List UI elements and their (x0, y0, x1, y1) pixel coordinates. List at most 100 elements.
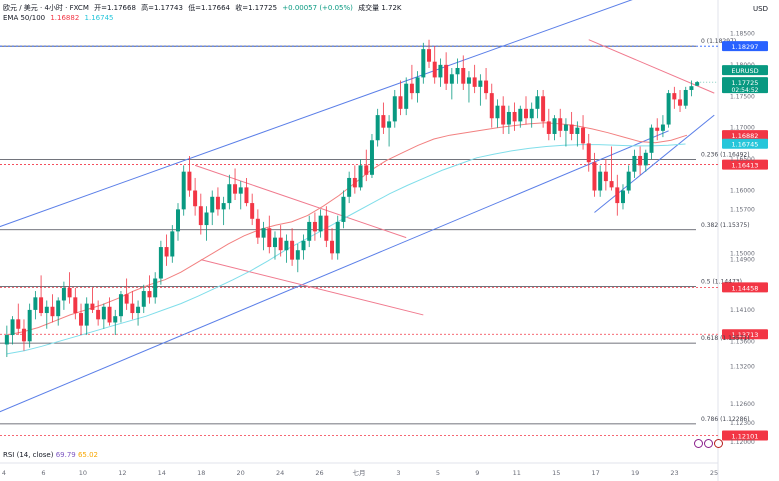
price-badge (722, 65, 768, 76)
resistance-trendline (588, 39, 715, 94)
candle-body (33, 297, 38, 310)
candle (318, 209, 323, 238)
candle-body (295, 250, 300, 260)
price-tick-label: 1.12000 (730, 439, 755, 446)
candle-body (312, 221, 317, 232)
price-badge (722, 329, 768, 340)
countdown-text: 02:54:52 (732, 87, 759, 94)
candle-body (330, 240, 335, 254)
currency-label[interactable]: USD (753, 5, 768, 13)
price-badge-text: 1.13713 (732, 331, 759, 339)
rsi-label: RSI (14, close) (3, 451, 54, 459)
alert-icon[interactable] (704, 439, 713, 448)
candle-body (620, 190, 625, 204)
candle-body (278, 237, 283, 251)
channel-lower-line (0, 130, 669, 413)
price-badge (722, 138, 768, 149)
candle (261, 221, 266, 251)
time-tick-label: 11 (513, 469, 521, 477)
candle (603, 159, 608, 191)
candle-body (147, 291, 152, 298)
price-tick-label: 1.12300 (730, 420, 755, 427)
candle (352, 165, 357, 194)
candle (33, 291, 38, 320)
candle (689, 80, 694, 97)
candle-body (341, 196, 346, 222)
candle-body (398, 96, 403, 109)
candle (238, 181, 243, 210)
candle (50, 294, 55, 323)
candle-body (421, 49, 426, 78)
price-tick-label: 1.12600 (730, 401, 755, 408)
candle-body (16, 319, 21, 329)
candle (415, 71, 420, 103)
candle (124, 278, 129, 310)
candle-body (198, 206, 203, 226)
ema50-line (6, 122, 688, 336)
price-tick-label: 1.15000 (730, 250, 755, 257)
ema-legend: EMA 50/100 1.16882 1.16745 (3, 14, 116, 23)
candle-body (255, 218, 260, 238)
time-tick-label: 19 (631, 469, 639, 477)
candle (4, 325, 9, 358)
candle-body (170, 231, 175, 257)
candle-body (4, 335, 9, 345)
candle-body (541, 96, 546, 122)
fib-level-label: 0 (1.18297) (701, 38, 736, 45)
alert-icon[interactable] (694, 439, 703, 448)
price-badge (722, 77, 768, 94)
wedge-upper-line (194, 164, 407, 239)
candle (524, 96, 528, 125)
candle (455, 58, 460, 84)
candle-body (569, 124, 574, 134)
candle (107, 297, 112, 326)
candle-body (267, 228, 272, 248)
candle (558, 108, 563, 138)
candle-body (455, 67, 460, 75)
candle (44, 300, 49, 329)
candle (284, 234, 289, 263)
candle (541, 89, 546, 128)
rsi-value-1: 69.79 (55, 451, 76, 459)
candle-body (290, 240, 295, 260)
candle-body (689, 86, 694, 90)
candle (364, 149, 369, 182)
candle-body (335, 221, 340, 254)
candle-body (50, 306, 55, 317)
candle (638, 146, 643, 175)
candle (347, 171, 352, 204)
candle-body (227, 184, 232, 204)
time-tick-label: 15 (552, 469, 560, 477)
price-badge-text: 1.17725 (732, 79, 759, 87)
candle (484, 67, 489, 100)
candle (56, 297, 61, 326)
candle-body (529, 108, 534, 119)
ema100-line (6, 143, 686, 355)
candle-body (626, 171, 631, 191)
candle-body (118, 294, 123, 317)
indicator-icons[interactable] (694, 433, 724, 452)
time-tick-label: 12 (118, 469, 126, 477)
price-tick-label: 1.14100 (730, 307, 755, 314)
candle-body (438, 64, 443, 78)
candle (575, 121, 580, 147)
time-tick-label: 4 (2, 469, 6, 477)
price-tick-label: 1.16000 (730, 188, 755, 195)
candle-body (158, 247, 163, 279)
price-tick-label: 1.13200 (730, 363, 755, 370)
candle (581, 115, 586, 150)
candle (472, 64, 477, 94)
candle-body (432, 61, 437, 78)
candle-body (501, 105, 506, 125)
alert-icon[interactable] (714, 439, 723, 448)
candle-body (56, 300, 61, 317)
candle (438, 58, 443, 87)
candle (678, 89, 683, 112)
candle (227, 174, 232, 210)
close-price: 收=1.17725 (235, 4, 278, 12)
candle-body (352, 177, 357, 188)
candle-body (615, 187, 620, 204)
fib-level-label: 0.5 (1.14473) (701, 278, 742, 285)
candle-body (176, 209, 180, 232)
